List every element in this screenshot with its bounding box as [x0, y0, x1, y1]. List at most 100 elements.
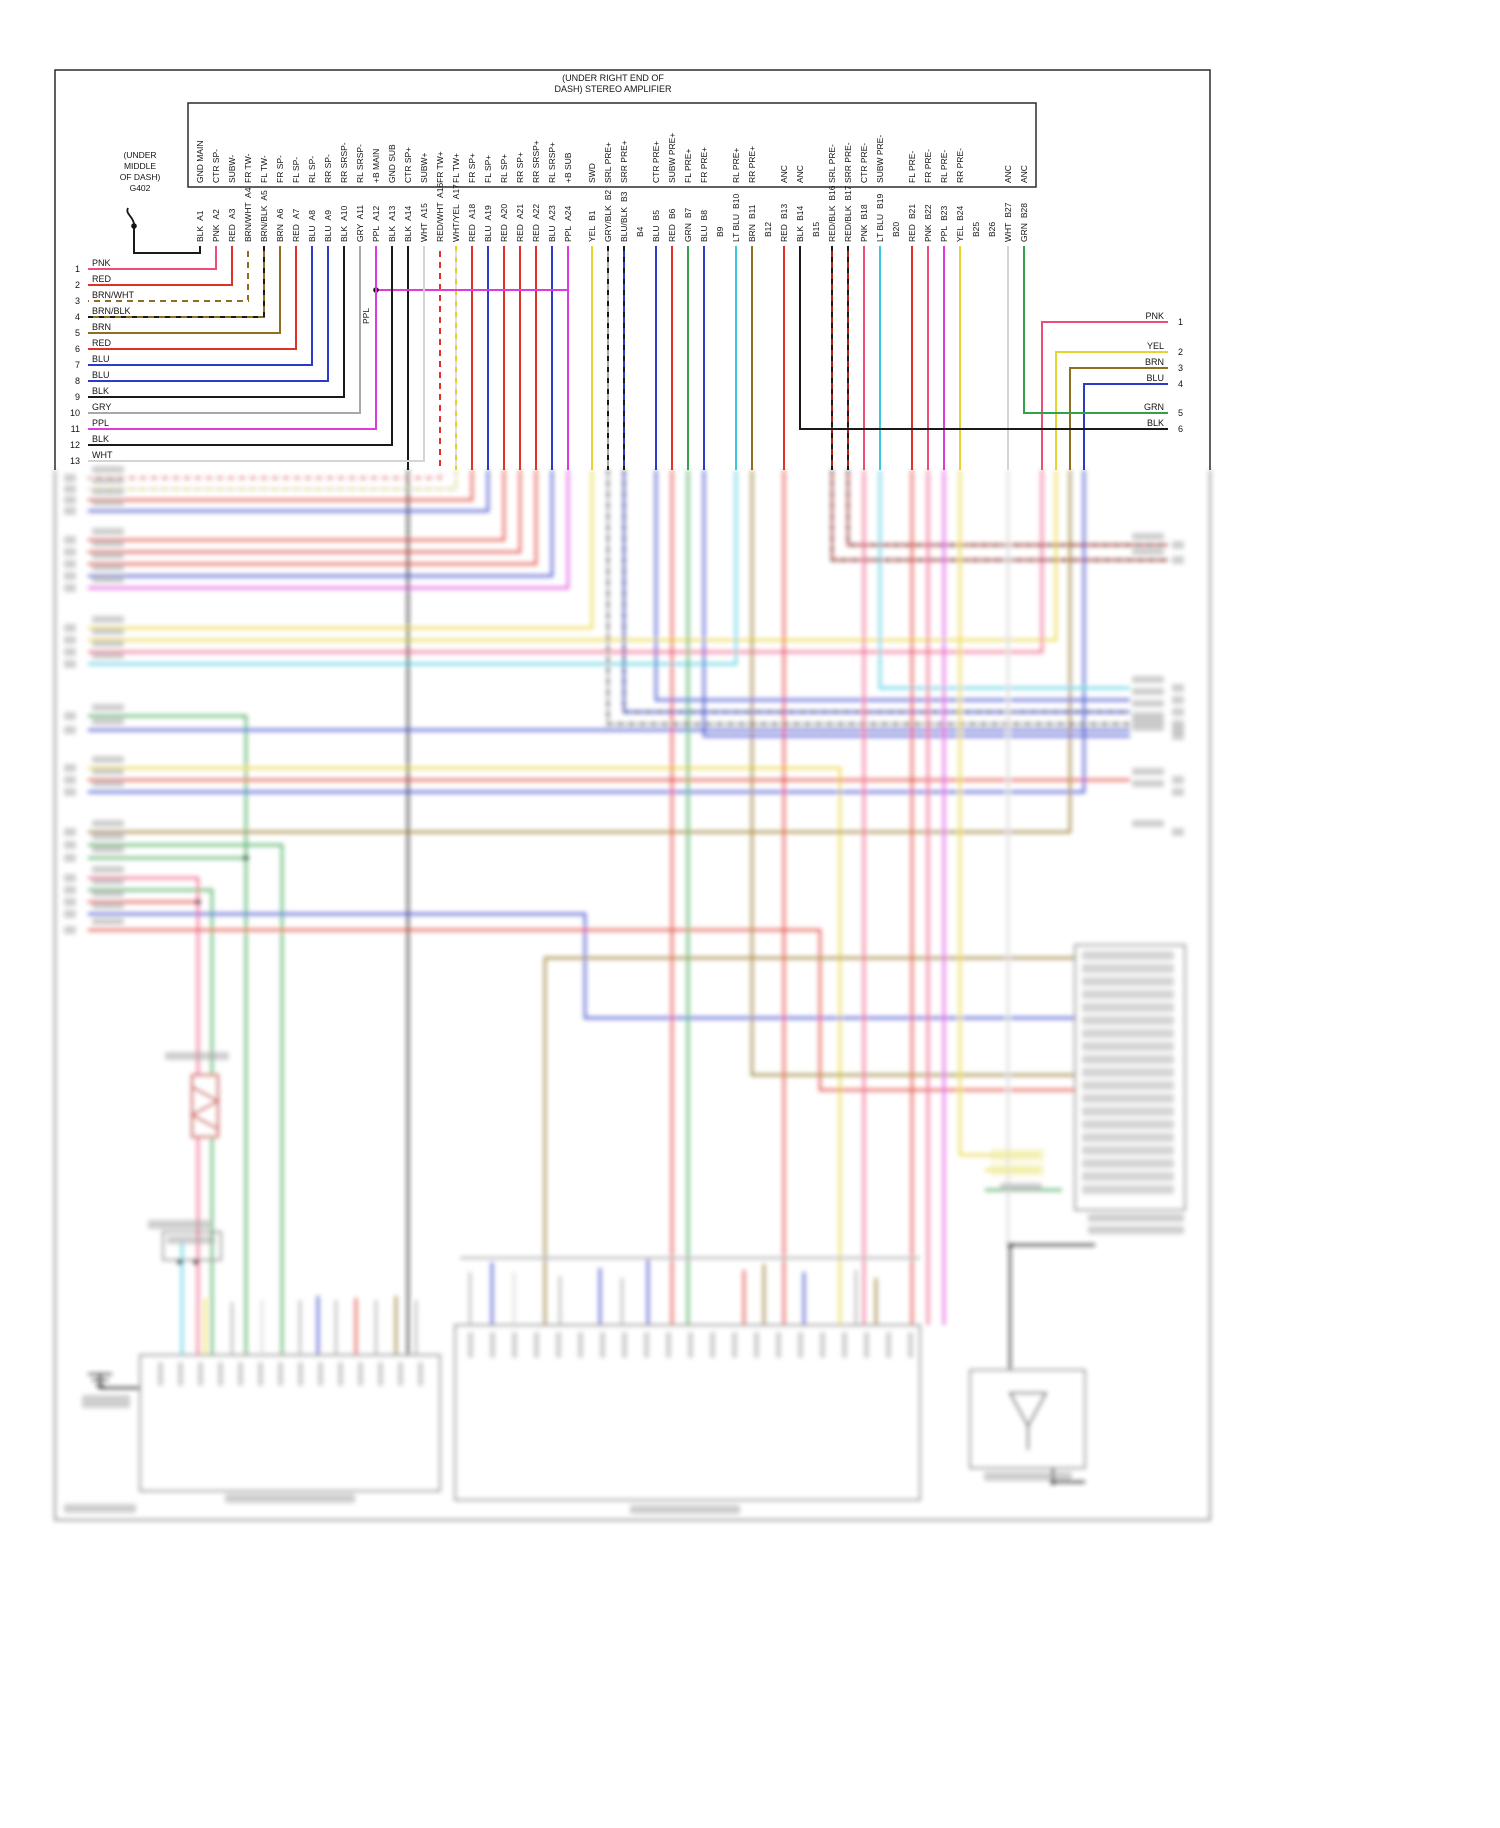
- illegible-text-smudge: [92, 768, 124, 775]
- left-wire-color-label: BRN: [92, 322, 111, 332]
- left-wire-number: 13: [70, 456, 80, 466]
- illegible-text-smudge: [165, 1052, 229, 1060]
- left-wire-number: 2: [75, 280, 80, 290]
- illegible-text-smudge: [418, 1362, 423, 1386]
- pin-wire-label: LT BLUB10: [731, 194, 741, 242]
- pin-signal-label: +B MAIN: [371, 149, 381, 183]
- pin-wire-label: REDA21: [515, 204, 525, 242]
- wire-stripe: [606, 470, 1130, 726]
- illegible-text-smudge: [1172, 828, 1184, 836]
- wire-stripe: [830, 470, 1168, 562]
- pin-wire-label: GRYA11: [355, 205, 365, 242]
- page-border-lower: [54, 470, 1211, 1521]
- illegible-text-smudge: [64, 485, 76, 493]
- illegible-text-smudge: [64, 474, 76, 482]
- right-wire-color-label: BLK: [1147, 418, 1164, 428]
- pin-wire-label: REDB21: [907, 204, 917, 242]
- pin-wire-label: YELB24: [955, 206, 965, 242]
- ground-location-label: G402: [130, 183, 151, 193]
- pin-wire-label: BLKA10: [339, 206, 349, 242]
- illegible-text-smudge: [92, 499, 124, 506]
- illegible-text-smudge: [338, 1362, 343, 1386]
- pin-signal-label: CTR PRE-: [859, 143, 869, 183]
- pin-signal-label: FR PRE-: [923, 149, 933, 183]
- left-wire-color-label: BLU: [92, 354, 110, 364]
- illegible-text-smudge: [225, 1494, 355, 1503]
- wire-red: [88, 470, 522, 554]
- pin-wire-label: PNKB18: [859, 204, 869, 242]
- pin-wire-label: REDB13: [779, 204, 789, 242]
- illegible-text-smudge: [358, 1362, 363, 1386]
- illegible-text-smudge: [92, 902, 124, 909]
- wire-red: [88, 470, 474, 502]
- left-wire-number: 10: [70, 408, 80, 418]
- illegible-text-smudge: [64, 560, 76, 568]
- pin-wire-label: BRN/BLKA5: [259, 190, 269, 242]
- illegible-text-smudge: [1088, 1226, 1184, 1234]
- wire-gry: [88, 246, 361, 414]
- illegible-text-smudge: [92, 640, 124, 647]
- illegible-text-smudge: [1000, 1183, 1042, 1191]
- wire-blk: [88, 246, 393, 446]
- wire-brn: [543, 956, 1075, 1325]
- wire-lt-blu: [88, 470, 738, 666]
- pin-signal-label: FR SP+: [467, 153, 477, 183]
- wire-blk: [799, 246, 1168, 430]
- illegible-text-smudge: [1082, 1016, 1174, 1025]
- junction-dot: [1007, 1242, 1013, 1248]
- illegible-text-smudge: [1172, 788, 1184, 796]
- illegible-text-smudge: [64, 712, 76, 720]
- illegible-text-smudge: [1082, 1042, 1174, 1051]
- pin-signal-label: RR PRE+: [747, 146, 757, 183]
- left-wire-color-label: PNK: [92, 258, 111, 268]
- illegible-text-smudge: [378, 1362, 383, 1386]
- left-wire-color-label: WHT: [92, 450, 113, 460]
- illegible-text-smudge: [1132, 768, 1164, 775]
- illegible-text-smudge: [167, 1236, 215, 1244]
- illegible-text-smudge: [92, 552, 124, 559]
- right-wire-color-label: GRN: [1144, 402, 1164, 412]
- pin-signal-label: RL PRE-: [939, 150, 949, 183]
- illegible-text-smudge: [1082, 1094, 1174, 1103]
- illegible-text-smudge: [64, 788, 76, 796]
- pin-wire-label: GRNB7: [683, 207, 693, 242]
- junction-dot: [195, 899, 201, 905]
- pin-wire-label: WHTA15: [419, 203, 429, 242]
- left-wire-number: 5: [75, 328, 80, 338]
- illegible-text-smudge: [148, 1220, 210, 1229]
- illegible-text-smudge: [1132, 676, 1164, 683]
- connector-box: [162, 1231, 222, 1261]
- illegible-text-smudge: [1172, 541, 1184, 549]
- right-wire-color-label: BLU: [1146, 373, 1164, 383]
- illegible-text-smudge: [1082, 964, 1174, 973]
- illegible-text-smudge: [92, 756, 124, 763]
- wire-pnk: [88, 470, 1044, 654]
- connector-box: [969, 1369, 1086, 1469]
- pin-wire-label: BLU/BLKB3: [619, 191, 629, 242]
- illegible-text-smudge: [158, 1362, 163, 1386]
- illegible-text-smudge: [1082, 1185, 1174, 1194]
- illegible-text-smudge: [1082, 1133, 1174, 1142]
- illegible-text-smudge: [990, 1149, 1044, 1161]
- pin-wire-label: BLKA13: [387, 206, 397, 242]
- pin-wire-label: GRY/BLKB2: [603, 190, 613, 242]
- illegible-text-smudge: [64, 496, 76, 504]
- illegible-text-smudge: [298, 1362, 303, 1386]
- pin-signal-label: GND MAIN: [195, 141, 205, 184]
- illegible-text-smudge: [688, 1332, 693, 1358]
- illegible-text-smudge: [600, 1332, 605, 1358]
- pin-wire-label: REDA18: [467, 204, 477, 242]
- pin-signal-label: RL SP-: [307, 156, 317, 183]
- illegible-text-smudge: [644, 1332, 649, 1358]
- pin-wire-label: B4: [635, 226, 645, 237]
- pin-wire-label: BLUA8: [307, 210, 317, 242]
- wire-brn: [1069, 367, 1168, 470]
- wire-yel: [88, 470, 594, 630]
- illegible-text-smudge: [92, 878, 124, 885]
- pin-wire-label: REDA20: [499, 204, 509, 242]
- illegible-text-smudge: [82, 1395, 130, 1408]
- wire-blk-ground: [133, 228, 201, 254]
- illegible-text-smudge: [798, 1332, 803, 1358]
- pin-wire-label: BLUB5: [651, 210, 661, 242]
- illegible-text-smudge: [64, 660, 76, 668]
